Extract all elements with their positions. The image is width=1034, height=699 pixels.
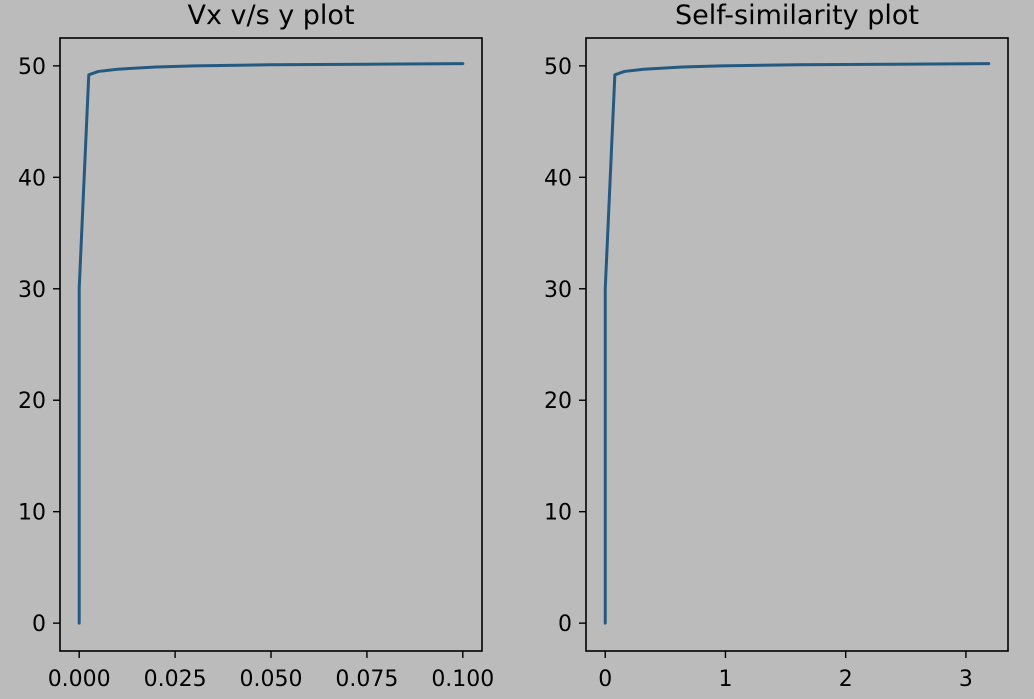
x-tick-label: 3 <box>959 667 973 692</box>
y-tick-label: 50 <box>544 55 572 80</box>
plot-frame <box>585 37 1009 652</box>
x-tick-label: 0.050 <box>240 667 303 692</box>
x-tick-label: 0.100 <box>431 667 494 692</box>
y-tick-label: 10 <box>544 501 572 526</box>
y-tick-label: 40 <box>544 166 572 191</box>
chart-title: Self-similarity plot <box>675 0 919 31</box>
series-line-0 <box>603 62 991 625</box>
x-tick-label: 0.075 <box>335 667 398 692</box>
x-tick-label: 0 <box>598 667 612 692</box>
y-tick-label: 0 <box>32 612 46 637</box>
y-tick-label: 0 <box>558 612 572 637</box>
plot-frame <box>59 37 483 652</box>
y-tick-label: 30 <box>18 278 46 303</box>
y-tick-label: 20 <box>544 389 572 414</box>
x-tick-label: 1 <box>718 667 732 692</box>
x-tick-label: 2 <box>839 667 853 692</box>
y-tick-label: 10 <box>18 501 46 526</box>
x-tick-label: 0.025 <box>144 667 207 692</box>
y-tick-label: 40 <box>18 166 46 191</box>
chart-title: Vx v/s y plot <box>187 0 354 31</box>
x-tick-label: 0.000 <box>48 667 111 692</box>
y-tick-label: 30 <box>544 278 572 303</box>
axes-vx-vs-y: Vx v/s y plot 0.000 0.025 0.050 0.075 0.100 0 1… <box>18 0 494 692</box>
y-tick-label: 50 <box>18 55 46 80</box>
y-tick-label: 20 <box>18 389 46 414</box>
series-line-0 <box>77 62 465 625</box>
